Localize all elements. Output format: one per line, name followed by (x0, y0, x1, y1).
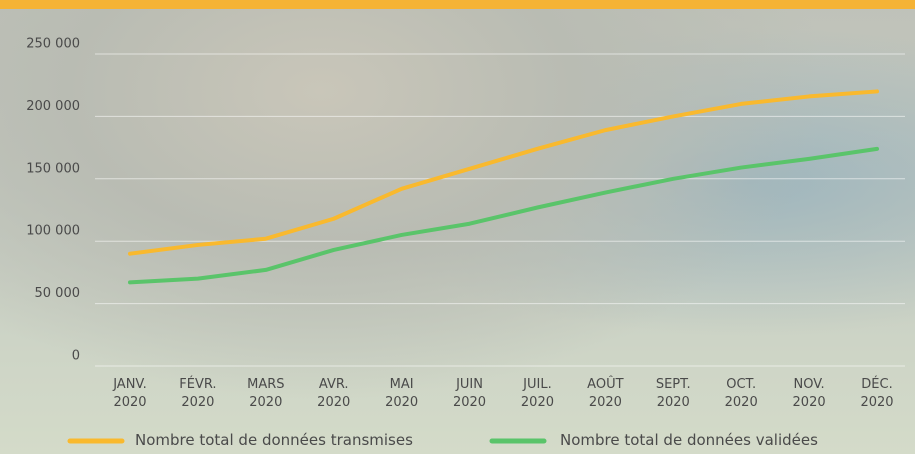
legend-label: Nombre total de données validées (560, 431, 818, 449)
x-tick-label: NOV. 2020 (784, 376, 834, 412)
x-tick-label: AOÛT 2020 (580, 376, 630, 412)
y-tick-label: 150 000 (26, 161, 80, 176)
y-tick-label: 100 000 (26, 224, 80, 239)
x-tick-label: JUIN 2020 (445, 376, 495, 412)
y-tick-label: 250 000 (26, 37, 80, 52)
y-tick-label: 50 000 (35, 286, 81, 301)
legend-label: Nombre total de données transmises (135, 431, 413, 449)
x-tick-label: JUIL. 2020 (512, 376, 562, 412)
x-tick-label: AVR. 2020 (309, 376, 359, 412)
data-line (130, 91, 877, 253)
y-tick-label: 0 (72, 349, 80, 364)
x-tick-label: OCT. 2020 (716, 376, 766, 412)
data-line (130, 149, 877, 283)
x-tick-label: JANV. 2020 (105, 376, 155, 412)
x-tick-label: MAI 2020 (377, 376, 427, 412)
x-tick-label: SEPT. 2020 (648, 376, 698, 412)
y-tick-label: 200 000 (26, 99, 80, 114)
x-tick-label: DÉC. 2020 (852, 376, 902, 412)
x-tick-label: FÉVR. 2020 (173, 376, 223, 412)
chart-page: 0 50 000 100 000 150 000 200 000 250 000 JANV… (0, 0, 915, 454)
x-tick-label: MARS 2020 (241, 376, 291, 412)
